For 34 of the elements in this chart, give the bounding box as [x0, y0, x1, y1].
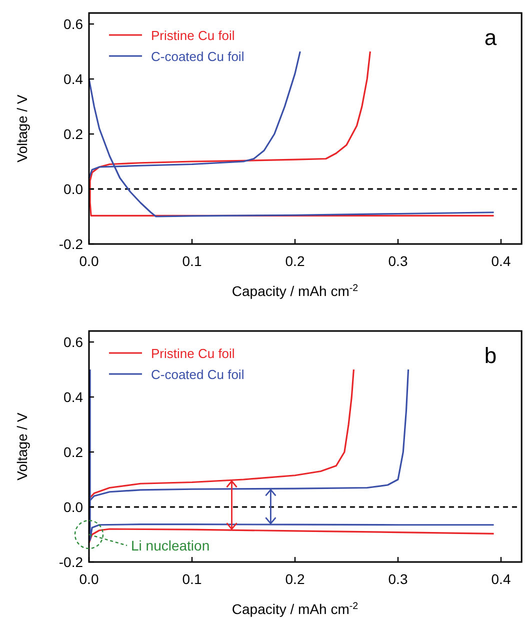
y-tick-label: -0.2 — [58, 554, 84, 570]
y-tick-label: 0.4 — [64, 71, 84, 87]
y-tick-label: 0.0 — [64, 499, 84, 515]
x-axis-title: Capacity / mAh cm$^{-2}$ — [232, 600, 358, 617]
legend-label: C-coated Cu foil — [151, 49, 244, 64]
legend-label: Pristine Cu foil — [151, 28, 235, 43]
x-tick-label: 0.4 — [491, 253, 511, 269]
annotation: a — [484, 25, 498, 50]
line-series — [89, 368, 495, 541]
legend-label: Pristine Cu foil — [151, 346, 235, 361]
y-tick-label: 0.6 — [64, 334, 84, 350]
x-tick-label: 0.0 — [79, 253, 99, 269]
line-series — [89, 50, 495, 216]
x-tick-label: 0.1 — [182, 571, 202, 587]
y-tick-label: 0.2 — [64, 126, 84, 142]
legend-label: C-coated Cu foil — [151, 367, 244, 382]
y-axis-title: Voltage / V — [14, 412, 30, 480]
x-tick-label: 0.2 — [285, 571, 305, 587]
annotation: b — [484, 343, 497, 368]
y-tick-label: 0.2 — [64, 444, 84, 460]
x-tick-label: 0.3 — [388, 571, 408, 587]
x-tick-label: 0.3 — [388, 253, 408, 269]
y-axis-title: Voltage / V — [14, 94, 30, 162]
x-tick-label: 0.4 — [491, 571, 511, 587]
line-series — [88, 368, 355, 500]
y-tick-label: 0.0 — [64, 181, 84, 197]
annotation: Li nucleation — [131, 538, 210, 554]
y-tick-label: -0.2 — [58, 236, 84, 252]
x-tick-label: 0.0 — [79, 571, 99, 587]
y-tick-label: 0.6 — [64, 16, 84, 32]
x-tick-label: 0.2 — [285, 253, 305, 269]
y-tick-label: 0.4 — [64, 389, 84, 405]
x-axis-title: Capacity / mAh cm$^{-2}$ — [232, 282, 358, 299]
x-tick-label: 0.1 — [182, 253, 202, 269]
